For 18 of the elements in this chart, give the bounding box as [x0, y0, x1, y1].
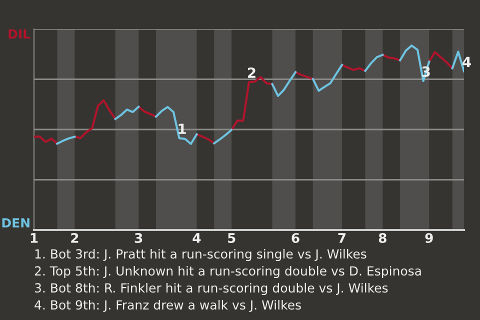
annotation: 1: [178, 124, 186, 134]
x-tick-label: 4: [192, 233, 201, 243]
x-tick-label: 8: [378, 233, 386, 243]
x-tick-label: 2: [71, 233, 78, 243]
text: 1. Bot 3rd: J. Pratt hit a run-scoring single vs J. Wilkes: [35, 248, 366, 262]
x-tick-label: 6: [292, 233, 300, 243]
x-tick-label: 1: [30, 233, 38, 243]
text: 2. Top 5th: J. Unknown hit a run-scoring double vs D. Espinosa: [34, 266, 421, 278]
x-tick-label: 3: [134, 233, 142, 243]
text: 3. Bot 8th: R. Finkler hit a run-scoring double vs J. Wilkes: [34, 282, 388, 296]
x-tick-label: 5: [228, 233, 236, 243]
x-tick-label: 9: [425, 233, 433, 243]
text: 4. Bot 9th: J. Franz drew a walk vs J. Wilkes: [34, 300, 301, 312]
annotation: 4: [462, 56, 471, 67]
annotation: 2: [248, 68, 256, 78]
x-tick-label: 7: [338, 233, 346, 243]
text: DEN: [2, 218, 30, 228]
text: DIL: [8, 29, 30, 38]
